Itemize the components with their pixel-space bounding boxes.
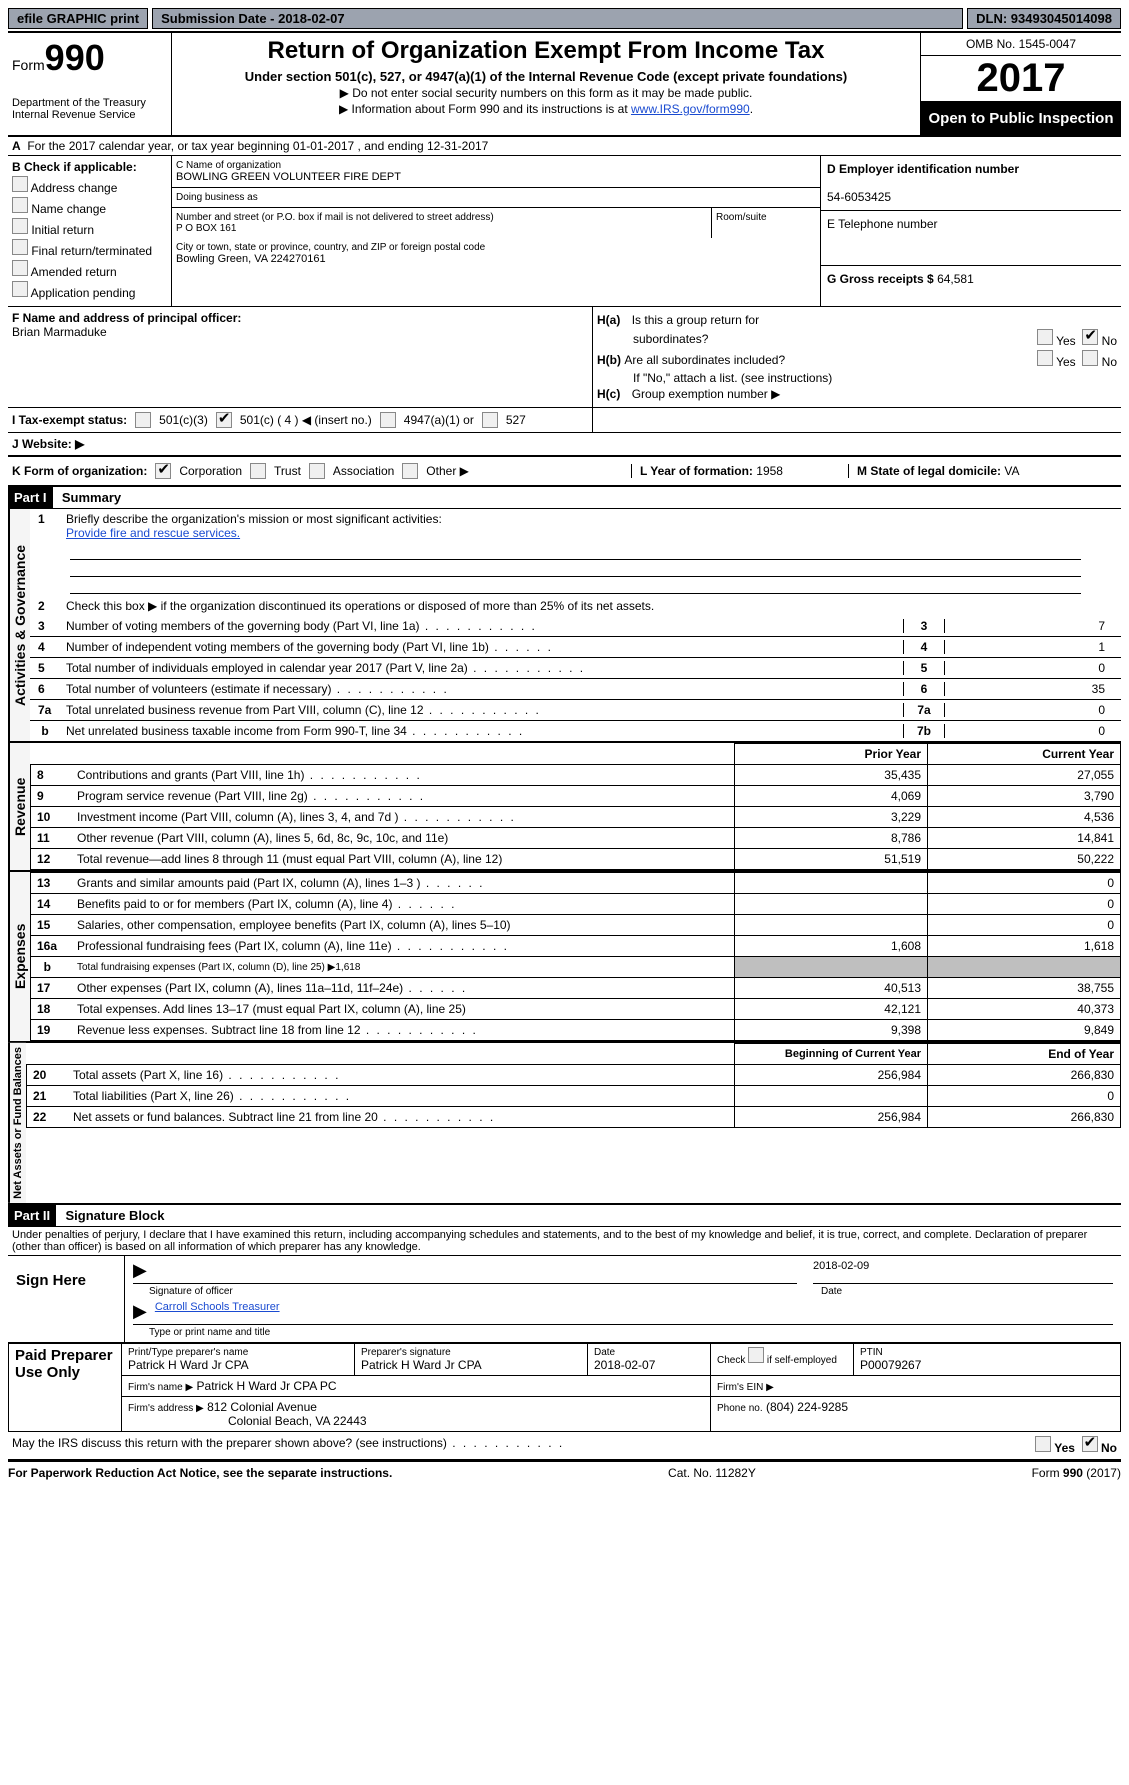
topbar: efile GRAPHIC print Submission Date - 20… (8, 8, 1121, 29)
row-i: I Tax-exempt status: 501(c)(3) 501(c) ( … (8, 408, 1121, 433)
row-k: K Form of organization: Corporation Trus… (8, 457, 1121, 487)
chk-ha-no[interactable] (1082, 329, 1098, 345)
form-header: Form990 Department of the Treasury Inter… (8, 33, 1121, 137)
chk-address-change[interactable] (12, 176, 28, 192)
paid-preparer-block: Paid Preparer Use Only Print/Type prepar… (8, 1343, 1121, 1432)
chk-corp[interactable] (155, 463, 171, 479)
org-name: BOWLING GREEN VOLUNTEER FIRE DEPT (176, 171, 816, 183)
row-a: A For the 2017 calendar year, or tax yea… (8, 137, 1121, 156)
line4-val: 1 (945, 640, 1113, 654)
dept-treasury: Department of the Treasury (12, 97, 167, 109)
firm-addr1: 812 Colonial Avenue (207, 1400, 317, 1414)
chk-hb-no[interactable] (1082, 350, 1098, 366)
chk-self-employed[interactable] (748, 1347, 764, 1363)
principal-officer: Brian Marmaduke (12, 325, 588, 339)
chk-initial-return[interactable] (12, 218, 28, 234)
city-state-zip: Bowling Green, VA 224270161 (176, 253, 816, 265)
arrow-icon: ▶ (133, 1260, 147, 1281)
chk-name-change[interactable] (12, 197, 28, 213)
note-ssn: ▶ Do not enter social security numbers o… (180, 86, 912, 100)
row-j: J Website: ▶ (8, 433, 1121, 457)
chk-hb-yes[interactable] (1037, 350, 1053, 366)
chk-final-return[interactable] (12, 239, 28, 255)
tax-year: 2017 (921, 56, 1121, 102)
preparer-sig: Patrick H Ward Jr CPA (361, 1358, 581, 1372)
ptin: P00079267 (860, 1358, 1114, 1372)
street-address: P O BOX 161 (176, 223, 707, 234)
firm-phone: (804) 224-9285 (766, 1400, 848, 1414)
state-domicile: VA (1004, 464, 1019, 478)
summary-net-assets: Net Assets or Fund Balances Beginning of… (8, 1043, 1121, 1205)
discuss-row: May the IRS discuss this return with the… (8, 1432, 1121, 1461)
part1-header: Part I Summary (8, 487, 1121, 509)
col-c-org-info: C Name of organizationBOWLING GREEN VOLU… (172, 156, 821, 306)
chk-app-pending[interactable] (12, 281, 28, 297)
block-bcd: B Check if applicable: Address change Na… (8, 156, 1121, 307)
mission: Provide fire and rescue services. (66, 526, 240, 540)
row-f-h: F Name and address of principal officer:… (8, 307, 1121, 408)
gross-receipts: 64,581 (937, 272, 974, 286)
line7b-val: 0 (945, 724, 1113, 738)
line3-val: 7 (945, 619, 1113, 633)
line7a-val: 0 (945, 703, 1113, 717)
dln: DLN: 93493045014098 (967, 8, 1121, 29)
preparer-date: 2018-02-07 (594, 1358, 704, 1372)
col-b-checkboxes: B Check if applicable: Address change Na… (8, 156, 172, 306)
form-subtitle: Under section 501(c), 527, or 4947(a)(1)… (180, 69, 912, 84)
sig-date: 2018-02-09 (813, 1258, 1113, 1284)
chk-other[interactable] (402, 463, 418, 479)
summary-expenses: Expenses 13Grants and similar amounts pa… (8, 872, 1121, 1043)
chk-discuss-yes[interactable] (1035, 1436, 1051, 1452)
firm-name: Patrick H Ward Jr CPA PC (197, 1379, 337, 1393)
firm-addr2: Colonial Beach, VA 22443 (228, 1414, 367, 1428)
summary-governance: Activities & Governance 1Briefly describ… (8, 509, 1121, 743)
chk-ha-yes[interactable] (1037, 329, 1053, 345)
line6-val: 35 (945, 682, 1113, 696)
chk-501c3[interactable] (135, 412, 151, 428)
ein: 54-6053425 (827, 190, 1115, 204)
col-d-ein: D Employer identification number54-60534… (821, 156, 1121, 306)
submission-date: Submission Date - 2018-02-07 (152, 8, 963, 29)
note-instructions: ▶ Information about Form 990 and its ins… (180, 102, 912, 116)
chk-trust[interactable] (250, 463, 266, 479)
form-label: Form (12, 57, 45, 73)
summary-revenue: Revenue Prior YearCurrent Year 8Contribu… (8, 743, 1121, 872)
irs: Internal Revenue Service (12, 109, 167, 121)
part2-header: Part II Signature Block (8, 1205, 1121, 1227)
open-to-public: Open to Public Inspection (921, 102, 1121, 135)
footer: For Paperwork Reduction Act Notice, see … (8, 1461, 1121, 1480)
year-formation: 1958 (756, 464, 783, 478)
line5-val: 0 (945, 661, 1113, 675)
efile-badge: efile GRAPHIC print (8, 8, 148, 29)
chk-4947[interactable] (380, 412, 396, 428)
chk-amended[interactable] (12, 260, 28, 276)
omb-number: OMB No. 1545-0047 (921, 33, 1121, 56)
officer-name-title: Carroll Schools Treasurer (155, 1301, 280, 1322)
form-title: Return of Organization Exempt From Incom… (180, 37, 912, 65)
chk-assoc[interactable] (309, 463, 325, 479)
chk-501c[interactable] (216, 412, 232, 428)
perjury-statement: Under penalties of perjury, I declare th… (8, 1227, 1121, 1256)
preparer-name: Patrick H Ward Jr CPA (128, 1358, 348, 1372)
form-number: 990 (45, 37, 105, 78)
chk-discuss-no[interactable] (1082, 1436, 1098, 1452)
sign-here-block: Sign Here ▶ 2018-02-09 Signature of offi… (8, 1256, 1121, 1343)
arrow-icon: ▶ (133, 1301, 147, 1322)
irs-link[interactable]: www.IRS.gov/form990 (631, 102, 750, 116)
chk-527[interactable] (482, 412, 498, 428)
